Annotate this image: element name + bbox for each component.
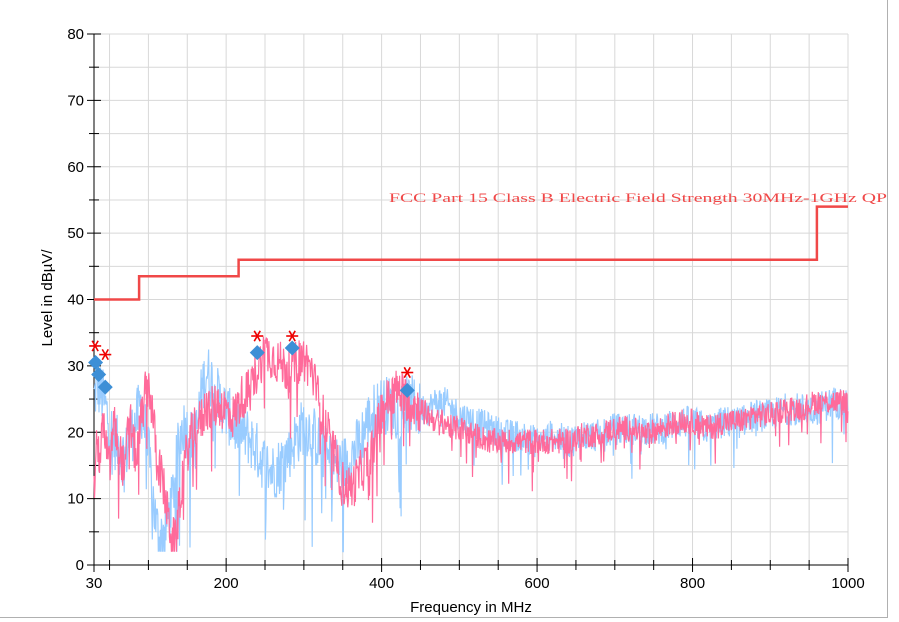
x-tick-label: 200 (214, 575, 239, 592)
y-tick-label: 60 (67, 159, 84, 176)
y-tick-label: 30 (67, 358, 84, 375)
series (93, 205, 849, 553)
markers (88, 330, 415, 398)
x-tick-label: 800 (680, 575, 705, 592)
y-tick-label: 0 (76, 557, 84, 574)
x-tick-labels: 30 200 400 600 800 1000 (86, 575, 865, 592)
limit-line (94, 205, 848, 301)
qp-marker (91, 367, 107, 383)
peak-marker (89, 340, 102, 352)
limit-line-label: FCC Part 15 Class B Electric Field Stren… (389, 190, 887, 205)
qp-marker (399, 382, 415, 398)
y-tick-label: 70 (67, 92, 84, 109)
y-tick-label: 50 (67, 225, 84, 242)
peak-marker (286, 330, 299, 342)
y-tick-label: 20 (67, 424, 84, 441)
peak-marker (251, 330, 264, 342)
vertical_scan-trace (93, 349, 849, 553)
y-tick-label: 40 (67, 292, 84, 309)
emission-chart: 0 10 20 30 40 50 60 70 80 30 200 400 600 800 1000 FCC… (39, 26, 887, 616)
y-axis-label: Level in dBµV/ (39, 249, 56, 347)
grid (93, 33, 849, 566)
peak-marker (401, 366, 414, 379)
peak-marker (99, 348, 112, 361)
horizontal_scan-trace (93, 336, 849, 552)
qp-marker (97, 379, 113, 395)
y-tick-label: 80 (67, 26, 84, 43)
y-tick-labels: 0 10 20 30 40 50 60 70 80 (67, 26, 84, 574)
x-tick-label: 30 (86, 575, 103, 592)
x-axis-label: Frequency in MHz (410, 599, 532, 616)
x-tick-label: 600 (525, 575, 550, 592)
qp-marker (284, 340, 300, 356)
y-tick-label: 10 (67, 491, 84, 508)
x-tick-label: 400 (369, 575, 394, 592)
x-tick-label: 1000 (831, 575, 864, 592)
axes (87, 33, 849, 572)
qp-marker (249, 345, 265, 361)
qp-marker (88, 355, 104, 371)
